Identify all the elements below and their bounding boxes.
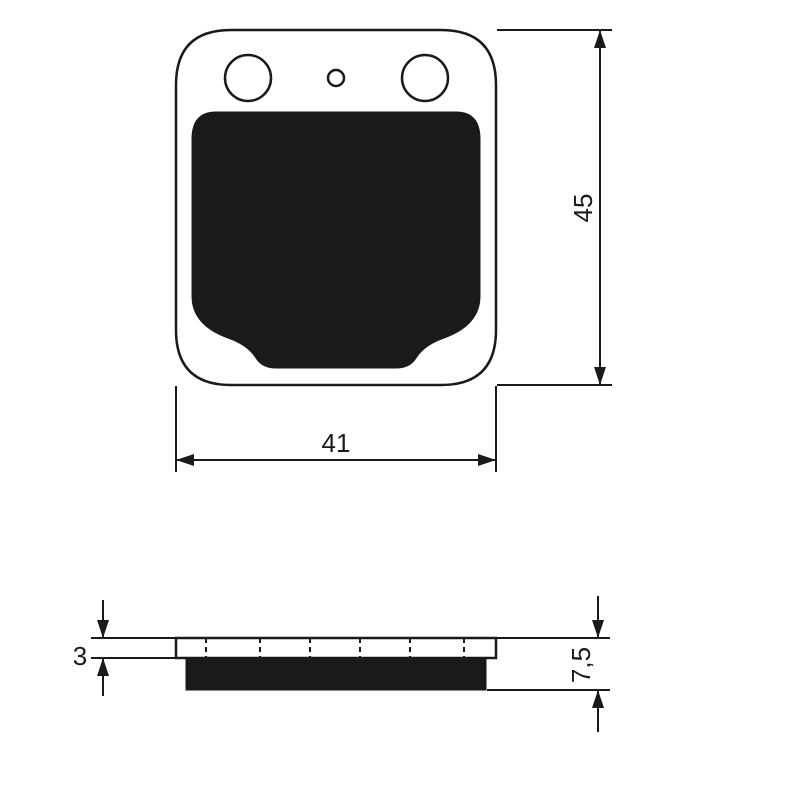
dim-backing-thickness: 3	[73, 600, 175, 696]
hole-left	[225, 55, 271, 101]
dim-total-value: 7,5	[566, 647, 596, 683]
hidden-lines	[206, 638, 464, 658]
friction-material	[192, 112, 480, 368]
backing-side	[176, 638, 496, 658]
top-view	[176, 30, 496, 385]
dim-width-value: 41	[322, 428, 351, 458]
friction-side	[186, 658, 486, 690]
side-view	[176, 638, 496, 690]
dim-height: 45	[497, 30, 612, 385]
dim-height-value: 45	[568, 194, 598, 223]
technical-drawing: 41 45 3 7,5	[0, 0, 800, 800]
dim-backing-value: 3	[73, 641, 87, 671]
dim-width: 41	[176, 386, 496, 472]
dim-total-thickness: 7,5	[487, 596, 610, 732]
hole-center	[328, 70, 344, 86]
hole-right	[402, 55, 448, 101]
